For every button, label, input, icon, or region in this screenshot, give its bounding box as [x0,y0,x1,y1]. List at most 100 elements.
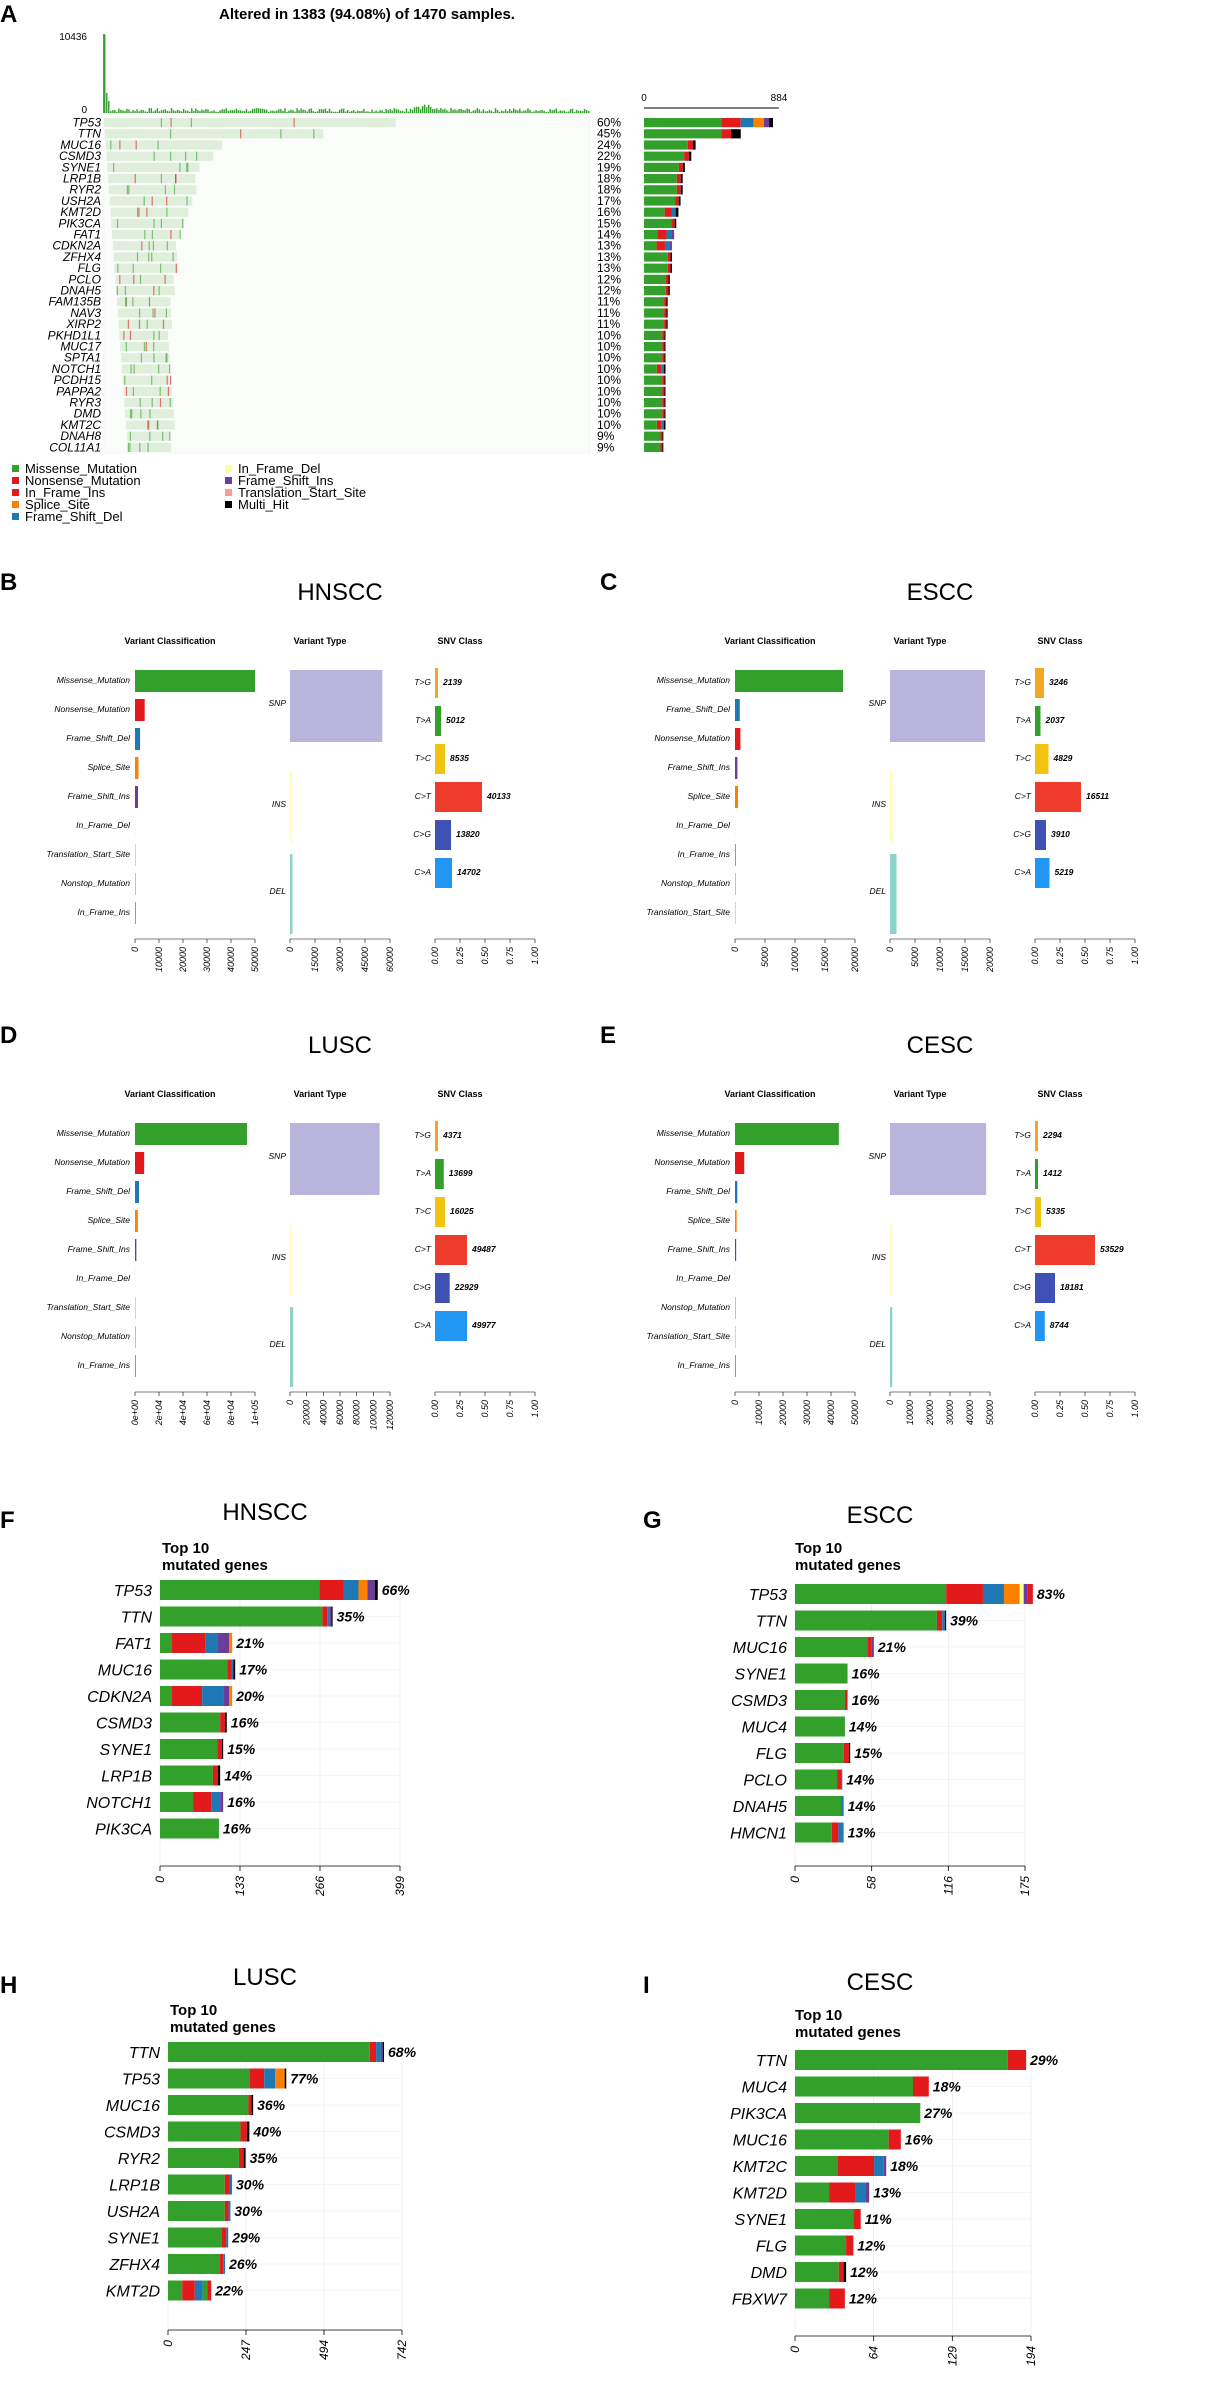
oncoplot-gene-label: SPTA1 [64,351,101,365]
tmb-bar [276,110,278,113]
vc-label: In_Frame_Del [76,820,131,830]
vc-bar [135,1152,145,1174]
bar-segment [374,1580,378,1600]
tmb-bar [571,108,574,113]
tmb-bar [154,110,157,113]
oncoplot-side-segment [644,241,657,251]
tmb-bar [423,104,426,113]
tmb-bar [531,111,533,113]
tmb-bar [381,110,383,113]
oncoplot-title: Altered in 1383 (94.08%) of 1470 samples… [219,6,515,23]
bar-segment [843,2262,847,2282]
header-variant-type: Variant Type [894,636,947,646]
tmb-bar [140,109,142,113]
vt-tick: 0 [885,1400,895,1405]
oncoplot-cell [151,230,153,240]
tmb-bar [353,110,355,113]
snv-count: 4371 [442,1130,462,1140]
snv-bar [1035,1197,1041,1227]
oncoplot-gene-label: LRP1B [63,172,101,186]
oncoplot-cell [110,140,112,150]
axis-tick: 58 [865,1876,879,1890]
oncoplot-gene-label: KMT2D [60,205,101,219]
oncoplot-cell [160,263,162,273]
tmb-bar [551,110,553,113]
vc-label: In_Frame_Del [676,820,731,830]
percent-label: 16% [223,1821,252,1837]
percent-label: 26% [228,2256,258,2272]
tmb-bar [541,109,543,113]
bar-segment [168,2227,222,2248]
oncoplot-percent-label: 19% [597,160,621,174]
oncoplot-gene-label: COL11A1 [49,440,101,454]
percent-label: 14% [849,1719,878,1735]
tmb-bar [138,111,140,113]
bar-segment [331,1606,333,1627]
bar-segment [369,2042,377,2062]
oncoplot-side-segment [668,274,670,284]
bar-segment [795,2050,1008,2070]
tmb-bar [132,110,134,113]
tmb-bar [134,111,136,113]
tmb-bar [577,110,580,113]
vt-tick: 10000 [905,1400,915,1425]
oncoplot-cell [144,230,146,240]
vc-tick: 40000 [226,947,236,972]
vc-bar [735,1181,738,1203]
snv-count: 3910 [1051,829,1070,839]
percent-label: 15% [227,1741,256,1757]
bar-segment [831,1822,839,1843]
oncoplot-cell [153,353,155,363]
snv-count: 13820 [456,829,480,839]
tmb-bar [565,111,568,113]
tmb-bar [355,111,357,113]
tmb-bar [106,93,108,113]
tmb-bar [247,111,250,113]
panel-c-summary: C ESCC Variant Classification Variant Type S… [600,569,1140,973]
oncoplot-gene-label: RYR2 [69,183,101,197]
tmb-bar [272,110,274,113]
bar-segment [168,2148,239,2168]
snv-bar [1035,744,1049,774]
oncoplot-side-segment [644,118,722,128]
oncoplot-side-segment [763,118,770,128]
oncoplot-side-segment [662,342,665,352]
percent-label: 18% [890,2158,919,2174]
tmb-bar [496,109,499,113]
oncoplot-legend: Missense_MutationNonsense_MutationIn_Fra… [12,461,366,524]
vt-tick: 0 [885,947,895,952]
vc-bar [135,1181,139,1203]
bar-segment [874,2156,884,2176]
vt-bar [890,854,897,934]
oncoplot-cell [240,129,242,139]
vc-label: In_Frame_Ins [678,849,731,859]
vc-label: Frame_Shift_Ins [68,1244,131,1254]
snv-tick: 0.25 [455,1399,465,1418]
tmb-bar [255,108,258,113]
tmb-bar [490,110,493,113]
vt-bar [290,1225,292,1295]
oncoplot-gene-label: FAT1 [73,228,101,242]
percent-label: 30% [236,2177,265,2193]
percent-label: 18% [933,2079,962,2095]
tmb-bar [320,109,323,113]
tmb-bar [270,110,272,113]
oncoplot-cell [157,420,159,430]
percent-label: 22% [214,2283,244,2299]
vc-bar [135,699,145,721]
tmb-bar [182,108,185,113]
vc-label: Missense_Mutation [657,675,731,685]
bar-segment [376,2042,381,2062]
bar-segment [841,1769,843,1790]
oncoplot-side-segment [644,162,679,172]
bar-segment [229,2174,233,2195]
tmb-bar [201,109,203,113]
oncoplot-cell [134,174,136,184]
oncoplot-side-segment [644,330,663,340]
oncoplot-cell [129,330,132,340]
oncoplot-cell [139,442,141,452]
tmb-bar [104,35,106,113]
tmb-bar [239,110,242,113]
oncoplot-side-segment [664,386,666,396]
oncoplot-row-fill [112,230,181,240]
